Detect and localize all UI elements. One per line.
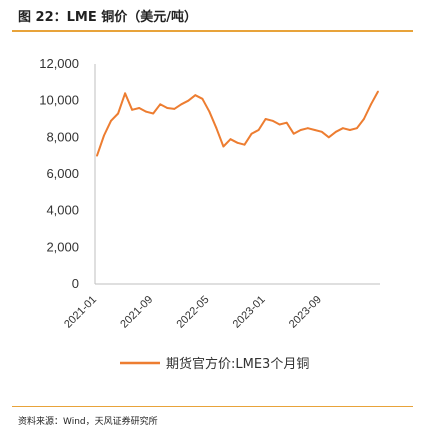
legend: 期货官方价:LME3个月铜 bbox=[120, 356, 309, 372]
data-point bbox=[173, 108, 176, 110]
x-tick-label: 2021-09 bbox=[118, 294, 155, 331]
data-point bbox=[138, 107, 141, 109]
data-point bbox=[285, 121, 288, 124]
data-point bbox=[110, 119, 112, 122]
x-tick-label: 2023-01 bbox=[231, 294, 268, 331]
data-point bbox=[215, 127, 218, 130]
data-point bbox=[377, 90, 379, 93]
y-tick-label: 10,000 bbox=[39, 93, 79, 108]
data-point bbox=[292, 132, 295, 135]
series-line-copy-price bbox=[96, 91, 379, 157]
y-tick-label: 6,000 bbox=[46, 166, 79, 181]
data-point bbox=[208, 110, 211, 113]
series-layer bbox=[96, 90, 379, 157]
y-tick-labels: 0 2,000 4,000 6,000 8,000 10,000 12,000 bbox=[39, 56, 79, 291]
data-point bbox=[243, 143, 246, 146]
y-tick-label: 4,000 bbox=[46, 203, 79, 218]
data-point bbox=[131, 108, 134, 111]
data-point bbox=[194, 94, 197, 97]
x-tick-label: 2023-09 bbox=[287, 294, 324, 331]
data-point bbox=[349, 129, 351, 131]
x-axis: 2021-01 2021-09 2022-05 2023-01 2023-09 bbox=[62, 283, 380, 331]
title-rule bbox=[12, 30, 413, 32]
data-point bbox=[356, 127, 358, 130]
data-point bbox=[222, 145, 225, 148]
data-point bbox=[363, 118, 365, 120]
data-point bbox=[250, 132, 253, 135]
footer-rule bbox=[12, 406, 413, 407]
y-tick-label: 0 bbox=[72, 276, 79, 291]
data-point bbox=[278, 123, 281, 126]
x-tick-label: 2021-01 bbox=[62, 294, 99, 331]
data-point bbox=[166, 107, 169, 109]
data-point bbox=[201, 97, 204, 100]
data-point bbox=[257, 129, 260, 131]
source-note: 资料来源：Wind，天风证券研究所 bbox=[18, 417, 158, 427]
data-point bbox=[264, 118, 267, 120]
x-tick-labels: 2021-01 2021-09 2022-05 2023-01 2023-09 bbox=[62, 294, 324, 331]
legend-label: 期货官方价:LME3个月铜 bbox=[166, 356, 309, 372]
data-point bbox=[299, 129, 302, 131]
data-point bbox=[124, 92, 126, 95]
data-point bbox=[96, 154, 98, 157]
data-point bbox=[180, 103, 183, 106]
data-point bbox=[187, 99, 190, 102]
data-point bbox=[271, 119, 274, 122]
data-point bbox=[103, 134, 105, 137]
data-point bbox=[152, 112, 155, 115]
y-tick-label: 8,000 bbox=[46, 129, 79, 144]
data-point bbox=[145, 110, 148, 113]
data-point bbox=[342, 127, 344, 130]
data-point bbox=[335, 130, 337, 133]
data-point bbox=[370, 103, 372, 106]
data-point bbox=[229, 138, 232, 141]
data-point bbox=[320, 130, 323, 133]
data-point bbox=[117, 112, 119, 115]
data-point bbox=[236, 141, 239, 144]
figure-title: 图 22：LME 铜价（美元/吨） bbox=[18, 10, 197, 25]
x-tick-label: 2022-05 bbox=[174, 294, 211, 331]
data-point bbox=[313, 129, 316, 131]
y-tick-label: 12,000 bbox=[39, 56, 79, 71]
y-tick-label: 2,000 bbox=[46, 239, 79, 254]
data-point bbox=[159, 103, 162, 106]
data-point bbox=[327, 136, 330, 139]
y-axis: 0 2,000 4,000 6,000 8,000 10,000 12,000 bbox=[39, 56, 96, 291]
data-point bbox=[306, 127, 309, 130]
